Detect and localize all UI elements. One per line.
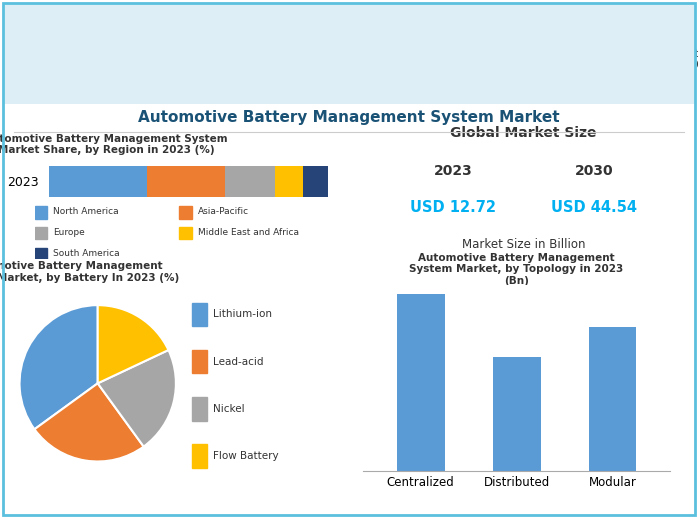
- Text: Automotive Battery Management System Market: Automotive Battery Management System Mar…: [138, 110, 560, 124]
- Wedge shape: [98, 305, 168, 383]
- Wedge shape: [34, 383, 144, 462]
- Text: Global Market Size: Global Market Size: [450, 126, 597, 140]
- Text: MMR: MMR: [64, 62, 98, 75]
- Wedge shape: [98, 350, 176, 447]
- Ellipse shape: [17, 8, 87, 94]
- Text: Europe: Europe: [53, 228, 85, 237]
- Text: Market Size in Billion: Market Size in Billion: [462, 238, 585, 251]
- Text: Flow Battery: Flow Battery: [213, 451, 279, 461]
- Text: Automotive Battery Management
System Market, by Battery In 2023 (%): Automotive Battery Management System Mar…: [0, 261, 179, 283]
- Text: Lead-acid: Lead-acid: [213, 357, 264, 367]
- Bar: [191, 303, 207, 326]
- Bar: [396, 294, 445, 471]
- Text: 2023: 2023: [433, 164, 473, 178]
- Bar: [179, 227, 191, 239]
- Text: 🔥: 🔥: [458, 42, 468, 60]
- Bar: [588, 326, 637, 471]
- Text: USD 44.54: USD 44.54: [551, 200, 637, 215]
- Bar: [275, 166, 303, 197]
- Bar: [493, 356, 540, 471]
- Bar: [147, 166, 225, 197]
- Text: USD 12.72: USD 12.72: [410, 200, 496, 215]
- Text: Asia-Pacific: Asia-Pacific: [198, 207, 248, 216]
- Text: North America: North America: [53, 207, 119, 216]
- Circle shape: [437, 12, 489, 90]
- Text: 2030: 2030: [575, 164, 614, 178]
- Text: South America: South America: [53, 249, 120, 258]
- Bar: [35, 248, 47, 260]
- Text: Automotive Battery Management
System Market, by Topology in 2023
(Bn): Automotive Battery Management System Mar…: [410, 253, 623, 286]
- Text: North America Market Accounted
largest share in the Automotive
Battery Managemen: North America Market Accounted largest s…: [211, 32, 417, 65]
- Bar: [179, 206, 191, 219]
- Text: 19.6% CAGR: 19.6% CAGR: [570, 18, 662, 31]
- Bar: [49, 166, 147, 197]
- Text: Nickel: Nickel: [213, 404, 245, 414]
- Text: Global Market to grow at a
CAGR of 19.6% during 2024-
2030: Global Market to grow at a CAGR of 19.6%…: [570, 49, 698, 82]
- Bar: [35, 206, 47, 219]
- Bar: [191, 397, 207, 421]
- Text: Middle East and Africa: Middle East and Africa: [198, 228, 299, 237]
- Circle shape: [140, 12, 192, 90]
- Bar: [191, 350, 207, 373]
- Bar: [191, 444, 207, 468]
- Bar: [303, 166, 328, 197]
- Bar: [35, 227, 47, 239]
- Text: Lithium-ion: Lithium-ion: [213, 309, 272, 320]
- Wedge shape: [20, 305, 98, 429]
- Text: ⚡: ⚡: [160, 42, 172, 60]
- Text: Automotive Battery Management System
Market Share, by Region in 2023 (%): Automotive Battery Management System Mar…: [0, 134, 228, 155]
- Bar: [225, 166, 275, 197]
